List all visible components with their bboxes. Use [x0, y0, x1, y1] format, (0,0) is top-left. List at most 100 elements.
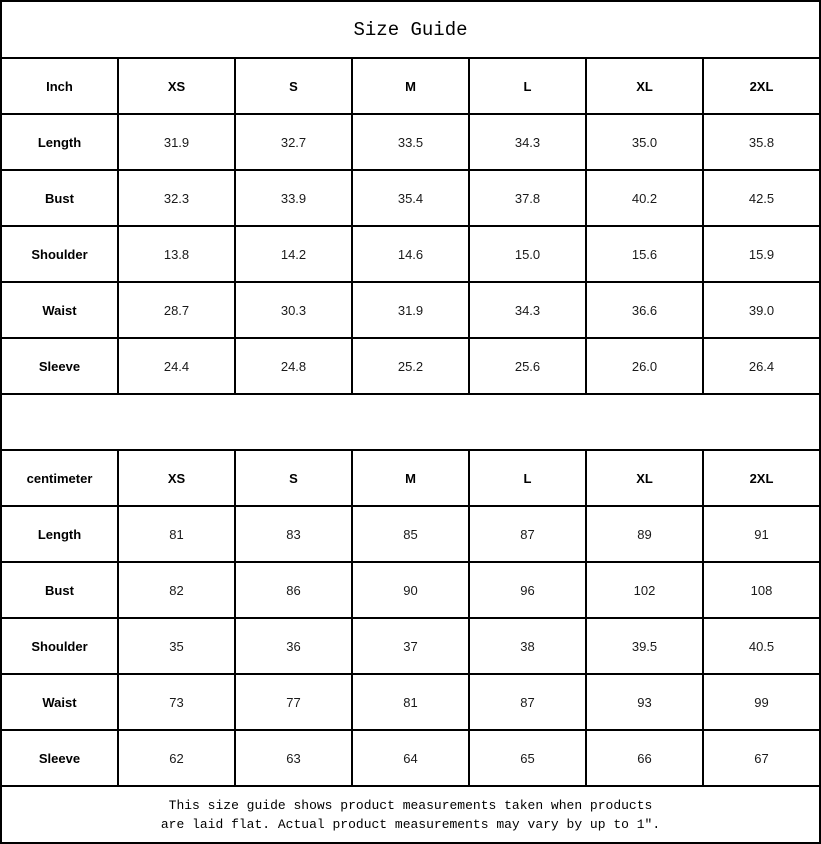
table-row: Shoulder 35 36 37 38 39.5 40.5 — [0, 617, 821, 675]
cm-sleeve-l: 65 — [468, 729, 587, 787]
cm-sleeve-xs: 62 — [117, 729, 236, 787]
inch-waist-2xl: 39.0 — [702, 281, 821, 339]
cm-header-row: centimeter XS S M L XL 2XL — [0, 449, 821, 507]
cm-size-header-s: S — [234, 449, 353, 507]
cm-shoulder-s: 36 — [234, 617, 353, 675]
table-row: Bust 32.3 33.9 35.4 37.8 40.2 42.5 — [0, 169, 821, 227]
inch-length-xs: 31.9 — [117, 113, 236, 171]
table-row: Sleeve 24.4 24.8 25.2 25.6 26.0 26.4 — [0, 337, 821, 395]
table-row: Length 81 83 85 87 89 91 — [0, 505, 821, 563]
inch-waist-l: 34.3 — [468, 281, 587, 339]
cm-bust-s: 86 — [234, 561, 353, 619]
cm-sleeve-m: 64 — [351, 729, 470, 787]
page-title: Size Guide — [0, 0, 821, 59]
inch-sleeve-l: 25.6 — [468, 337, 587, 395]
cm-length-xl: 89 — [585, 505, 704, 563]
inch-length-xl: 35.0 — [585, 113, 704, 171]
spacer-cell — [0, 393, 821, 451]
cm-waist-2xl: 99 — [702, 673, 821, 731]
inch-sleeve-2xl: 26.4 — [702, 337, 821, 395]
cm-bust-l: 96 — [468, 561, 587, 619]
cm-unit-header: centimeter — [0, 449, 119, 507]
cm-bust-m: 90 — [351, 561, 470, 619]
footer-row: This size guide shows product measuremen… — [0, 785, 821, 844]
inch-waist-m: 31.9 — [351, 281, 470, 339]
inch-length-2xl: 35.8 — [702, 113, 821, 171]
cm-shoulder-xl: 39.5 — [585, 617, 704, 675]
cm-bust-label: Bust — [0, 561, 119, 619]
inch-size-header-xs: XS — [117, 57, 236, 115]
cm-sleeve-2xl: 67 — [702, 729, 821, 787]
title-row: Size Guide — [0, 0, 821, 59]
inch-sleeve-xs: 24.4 — [117, 337, 236, 395]
cm-sleeve-label: Sleeve — [0, 729, 119, 787]
inch-shoulder-2xl: 15.9 — [702, 225, 821, 283]
inch-shoulder-xl: 15.6 — [585, 225, 704, 283]
inch-shoulder-l: 15.0 — [468, 225, 587, 283]
cm-length-xs: 81 — [117, 505, 236, 563]
cm-shoulder-l: 38 — [468, 617, 587, 675]
cm-shoulder-xs: 35 — [117, 617, 236, 675]
cm-length-s: 83 — [234, 505, 353, 563]
cm-bust-xl: 102 — [585, 561, 704, 619]
table-row: Bust 82 86 90 96 102 108 — [0, 561, 821, 619]
footer-note-line2: are laid flat. Actual product measuremen… — [160, 816, 661, 832]
inch-bust-xl: 40.2 — [585, 169, 704, 227]
inch-sleeve-s: 24.8 — [234, 337, 353, 395]
inch-length-s: 32.7 — [234, 113, 353, 171]
inch-sleeve-xl: 26.0 — [585, 337, 704, 395]
inch-bust-label: Bust — [0, 169, 119, 227]
cm-size-header-xl: XL — [585, 449, 704, 507]
cm-sleeve-s: 63 — [234, 729, 353, 787]
cm-shoulder-label: Shoulder — [0, 617, 119, 675]
table-row: Waist 28.7 30.3 31.9 34.3 36.6 39.0 — [0, 281, 821, 339]
cm-sleeve-xl: 66 — [585, 729, 704, 787]
inch-size-header-l: L — [468, 57, 587, 115]
cm-size-header-xs: XS — [117, 449, 236, 507]
spacer-row — [0, 393, 821, 451]
inch-size-header-xl: XL — [585, 57, 704, 115]
inch-header-row: Inch XS S M L XL 2XL — [0, 57, 821, 115]
cm-bust-xs: 82 — [117, 561, 236, 619]
table-row: Waist 73 77 81 87 93 99 — [0, 673, 821, 731]
inch-sleeve-label: Sleeve — [0, 337, 119, 395]
cm-waist-s: 77 — [234, 673, 353, 731]
inch-waist-xl: 36.6 — [585, 281, 704, 339]
inch-unit-header: Inch — [0, 57, 119, 115]
inch-bust-s: 33.9 — [234, 169, 353, 227]
cm-waist-xl: 93 — [585, 673, 704, 731]
cm-size-header-m: M — [351, 449, 470, 507]
cm-length-2xl: 91 — [702, 505, 821, 563]
inch-shoulder-m: 14.6 — [351, 225, 470, 283]
inch-length-m: 33.5 — [351, 113, 470, 171]
inch-bust-m: 35.4 — [351, 169, 470, 227]
inch-size-header-s: S — [234, 57, 353, 115]
table-row: Shoulder 13.8 14.2 14.6 15.0 15.6 15.9 — [0, 225, 821, 283]
cm-size-header-2xl: 2XL — [702, 449, 821, 507]
table-row: Length 31.9 32.7 33.5 34.3 35.0 35.8 — [0, 113, 821, 171]
inch-shoulder-s: 14.2 — [234, 225, 353, 283]
cm-waist-m: 81 — [351, 673, 470, 731]
inch-waist-xs: 28.7 — [117, 281, 236, 339]
cm-shoulder-2xl: 40.5 — [702, 617, 821, 675]
footer-note-line1: This size guide shows product measuremen… — [168, 797, 653, 813]
cm-size-header-l: L — [468, 449, 587, 507]
inch-bust-2xl: 42.5 — [702, 169, 821, 227]
cm-waist-l: 87 — [468, 673, 587, 731]
cm-waist-xs: 73 — [117, 673, 236, 731]
inch-shoulder-label: Shoulder — [0, 225, 119, 283]
inch-length-label: Length — [0, 113, 119, 171]
inch-size-header-2xl: 2XL — [702, 57, 821, 115]
inch-length-l: 34.3 — [468, 113, 587, 171]
inch-size-header-m: M — [351, 57, 470, 115]
inch-bust-l: 37.8 — [468, 169, 587, 227]
inch-waist-s: 30.3 — [234, 281, 353, 339]
inch-sleeve-m: 25.2 — [351, 337, 470, 395]
cm-shoulder-m: 37 — [351, 617, 470, 675]
cm-length-l: 87 — [468, 505, 587, 563]
table-row: Sleeve 62 63 64 65 66 67 — [0, 729, 821, 787]
inch-shoulder-xs: 13.8 — [117, 225, 236, 283]
cm-bust-2xl: 108 — [702, 561, 821, 619]
